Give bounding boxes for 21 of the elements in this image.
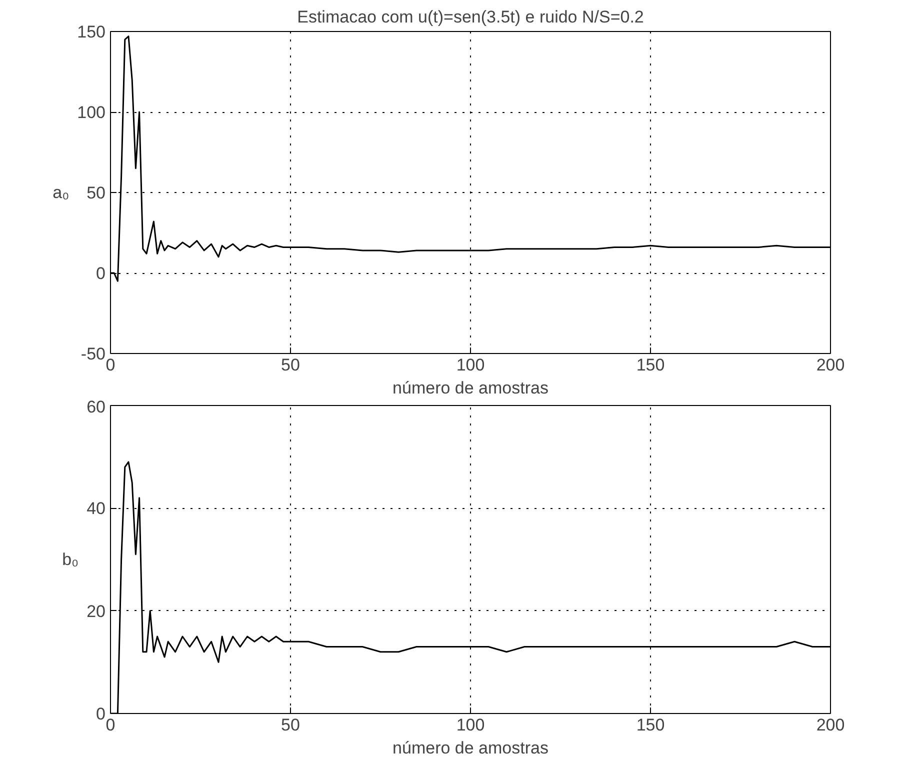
- y-tick-label: 60: [86, 398, 106, 416]
- y-axis-title: a₀: [52, 183, 70, 202]
- y-tick-label: 0: [96, 264, 106, 283]
- x-axis-title: número de amostras: [392, 738, 548, 758]
- y-tick-label: -50: [80, 344, 106, 364]
- x-tick-label: 200: [816, 716, 845, 734]
- x-tick-label: 150: [636, 716, 665, 734]
- x-axis-title: número de amostras: [392, 378, 548, 398]
- chart-title: Estimacao com u(t)=sen(3.5t) e ruido N/S=0.2: [297, 8, 644, 26]
- y-tick-label: 40: [86, 499, 106, 518]
- y-axis-title: b₀: [62, 550, 79, 569]
- x-tick-label: 100: [456, 356, 485, 374]
- x-tick-label: 150: [636, 356, 665, 374]
- y-tick-label: 150: [77, 22, 106, 42]
- x-tick-label: 50: [281, 716, 300, 734]
- x-tick-label: 100: [456, 716, 485, 734]
- y-tick-label: 50: [86, 184, 106, 202]
- x-tick-label: 200: [816, 356, 845, 374]
- x-tick-label: 50: [281, 356, 300, 374]
- y-tick-label: 20: [86, 602, 106, 621]
- y-tick-label: 100: [77, 103, 106, 122]
